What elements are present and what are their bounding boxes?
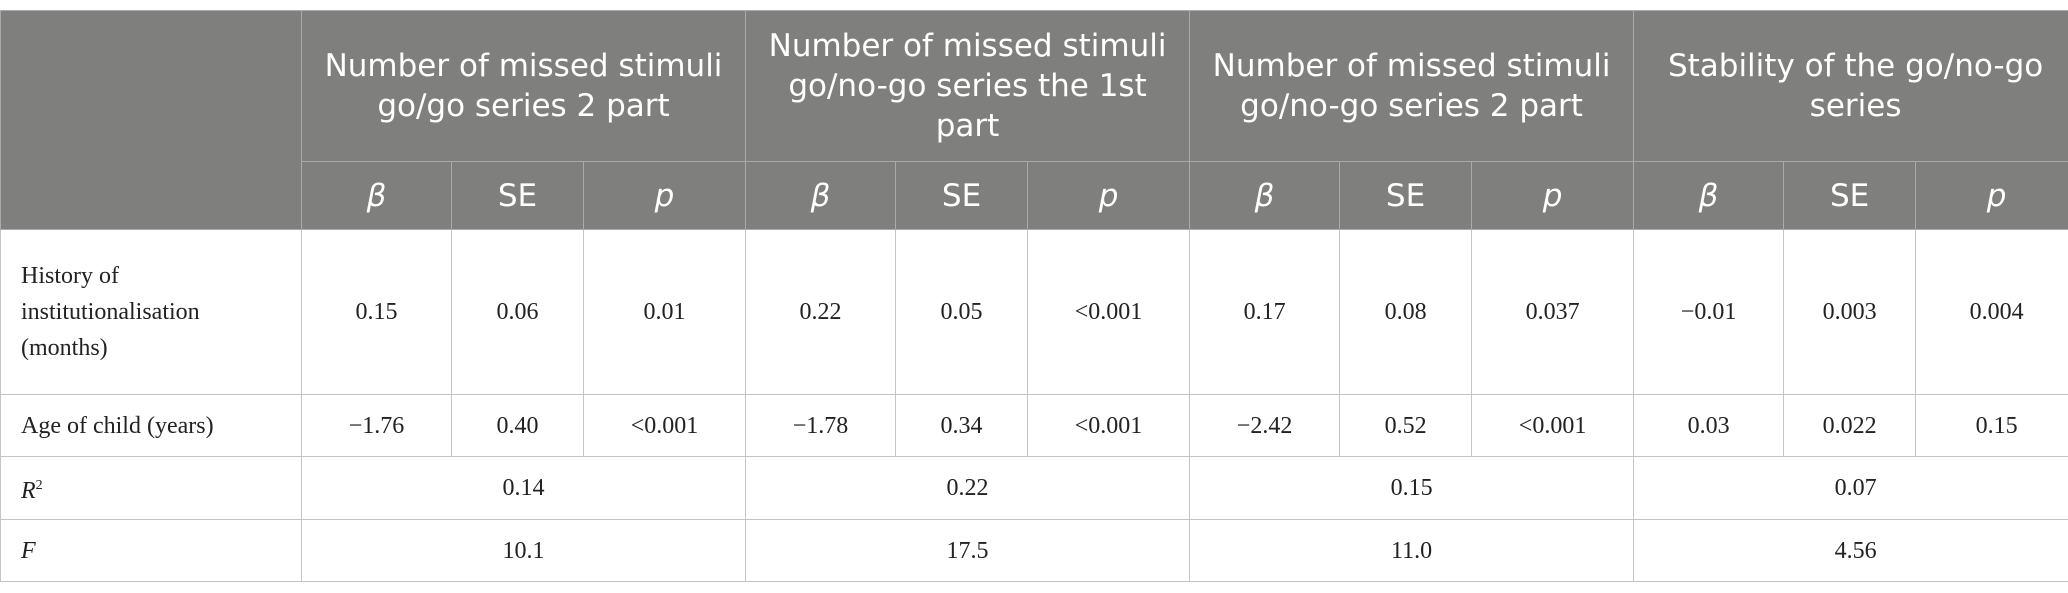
group-header: Number of missed stimuli go/go series 2 …	[300, 10, 747, 162]
subheader-row: β SE p β SE p β SE p β SE p	[1, 161, 2068, 230]
subheader: SE	[1783, 161, 1917, 230]
value-cell: 0.06	[451, 229, 584, 395]
table-body: History of institutionalisation (months)…	[0, 229, 2068, 582]
value-cell: 0.22	[745, 456, 1191, 520]
value-cell: 0.22	[745, 229, 897, 395]
group-header: Stability of the go/no-go series	[1633, 10, 2068, 162]
subheader: p	[1471, 161, 1635, 230]
subheader: β	[301, 161, 452, 230]
value-cell: 0.022	[1783, 394, 1917, 457]
data-row: R2 0.14 0.22 0.15 0.07	[0, 456, 2068, 520]
value-cell: 0.003	[1783, 229, 1917, 395]
value-cell: 10.1	[300, 519, 747, 582]
data-row: Age of child (years) −1.76 0.40 <0.001 −1.78…	[0, 394, 2068, 457]
value-cell: 4.56	[1633, 519, 2068, 582]
value-cell: 0.08	[1339, 229, 1473, 395]
value-cell: 0.004	[1915, 229, 2068, 395]
value-cell: <0.001	[582, 394, 747, 457]
value-cell: −1.76	[301, 394, 452, 457]
value-cell: <0.001	[1027, 229, 1191, 395]
row-label: History of institutionalisation (months)	[0, 229, 302, 395]
value-cell: 0.15	[1915, 394, 2068, 457]
value-cell: 11.0	[1189, 519, 1635, 582]
row-label: Age of child (years)	[0, 394, 302, 457]
value-cell: −2.42	[1189, 394, 1341, 457]
value-cell: <0.001	[1027, 394, 1191, 457]
row-label-text: R	[21, 477, 36, 504]
value-cell: 0.07	[1633, 456, 2068, 520]
value-cell: 0.34	[895, 394, 1029, 457]
value-cell: 0.17	[1189, 229, 1341, 395]
data-row: F 10.1 17.5 11.0 4.56	[0, 519, 2068, 582]
group-header: Number of missed stimuli go/no-go series…	[1189, 10, 1635, 162]
value-cell: 0.14	[300, 456, 747, 520]
subheader: p	[582, 161, 747, 230]
value-cell: 0.40	[451, 394, 584, 457]
group-header: Number of missed stimuli go/no-go series…	[745, 10, 1191, 162]
row-label-sup: 2	[35, 477, 43, 493]
value-cell: 0.03	[1633, 394, 1785, 457]
header-row: Number of missed stimuli go/go series 2 …	[0, 10, 2068, 230]
table-header: Number of missed stimuli go/go series 2 …	[0, 10, 2068, 230]
row-label: F	[0, 519, 302, 582]
corner-cell	[0, 10, 302, 230]
value-cell: 0.01	[582, 229, 747, 395]
value-cell: 0.52	[1339, 394, 1473, 457]
subheader: p	[1027, 161, 1191, 230]
subheader: β	[1189, 161, 1341, 230]
value-cell: 0.037	[1471, 229, 1635, 395]
subheader: SE	[451, 161, 584, 230]
value-cell: −0.01	[1633, 229, 1785, 395]
results-table: Number of missed stimuli go/go series 2 …	[0, 10, 2068, 582]
row-label: R2	[0, 456, 302, 520]
value-cell: 0.15	[1189, 456, 1635, 520]
value-cell: 17.5	[745, 519, 1191, 582]
value-cell: 0.05	[895, 229, 1029, 395]
value-cell: 0.15	[301, 229, 452, 395]
value-cell: <0.001	[1471, 394, 1635, 457]
subheader: β	[1633, 161, 1785, 230]
subheader: p	[1915, 161, 2068, 230]
subheader: β	[745, 161, 897, 230]
data-row: History of institutionalisation (months)…	[0, 229, 2068, 395]
subheader: SE	[1339, 161, 1473, 230]
value-cell: −1.78	[745, 394, 897, 457]
subheader: SE	[895, 161, 1029, 230]
